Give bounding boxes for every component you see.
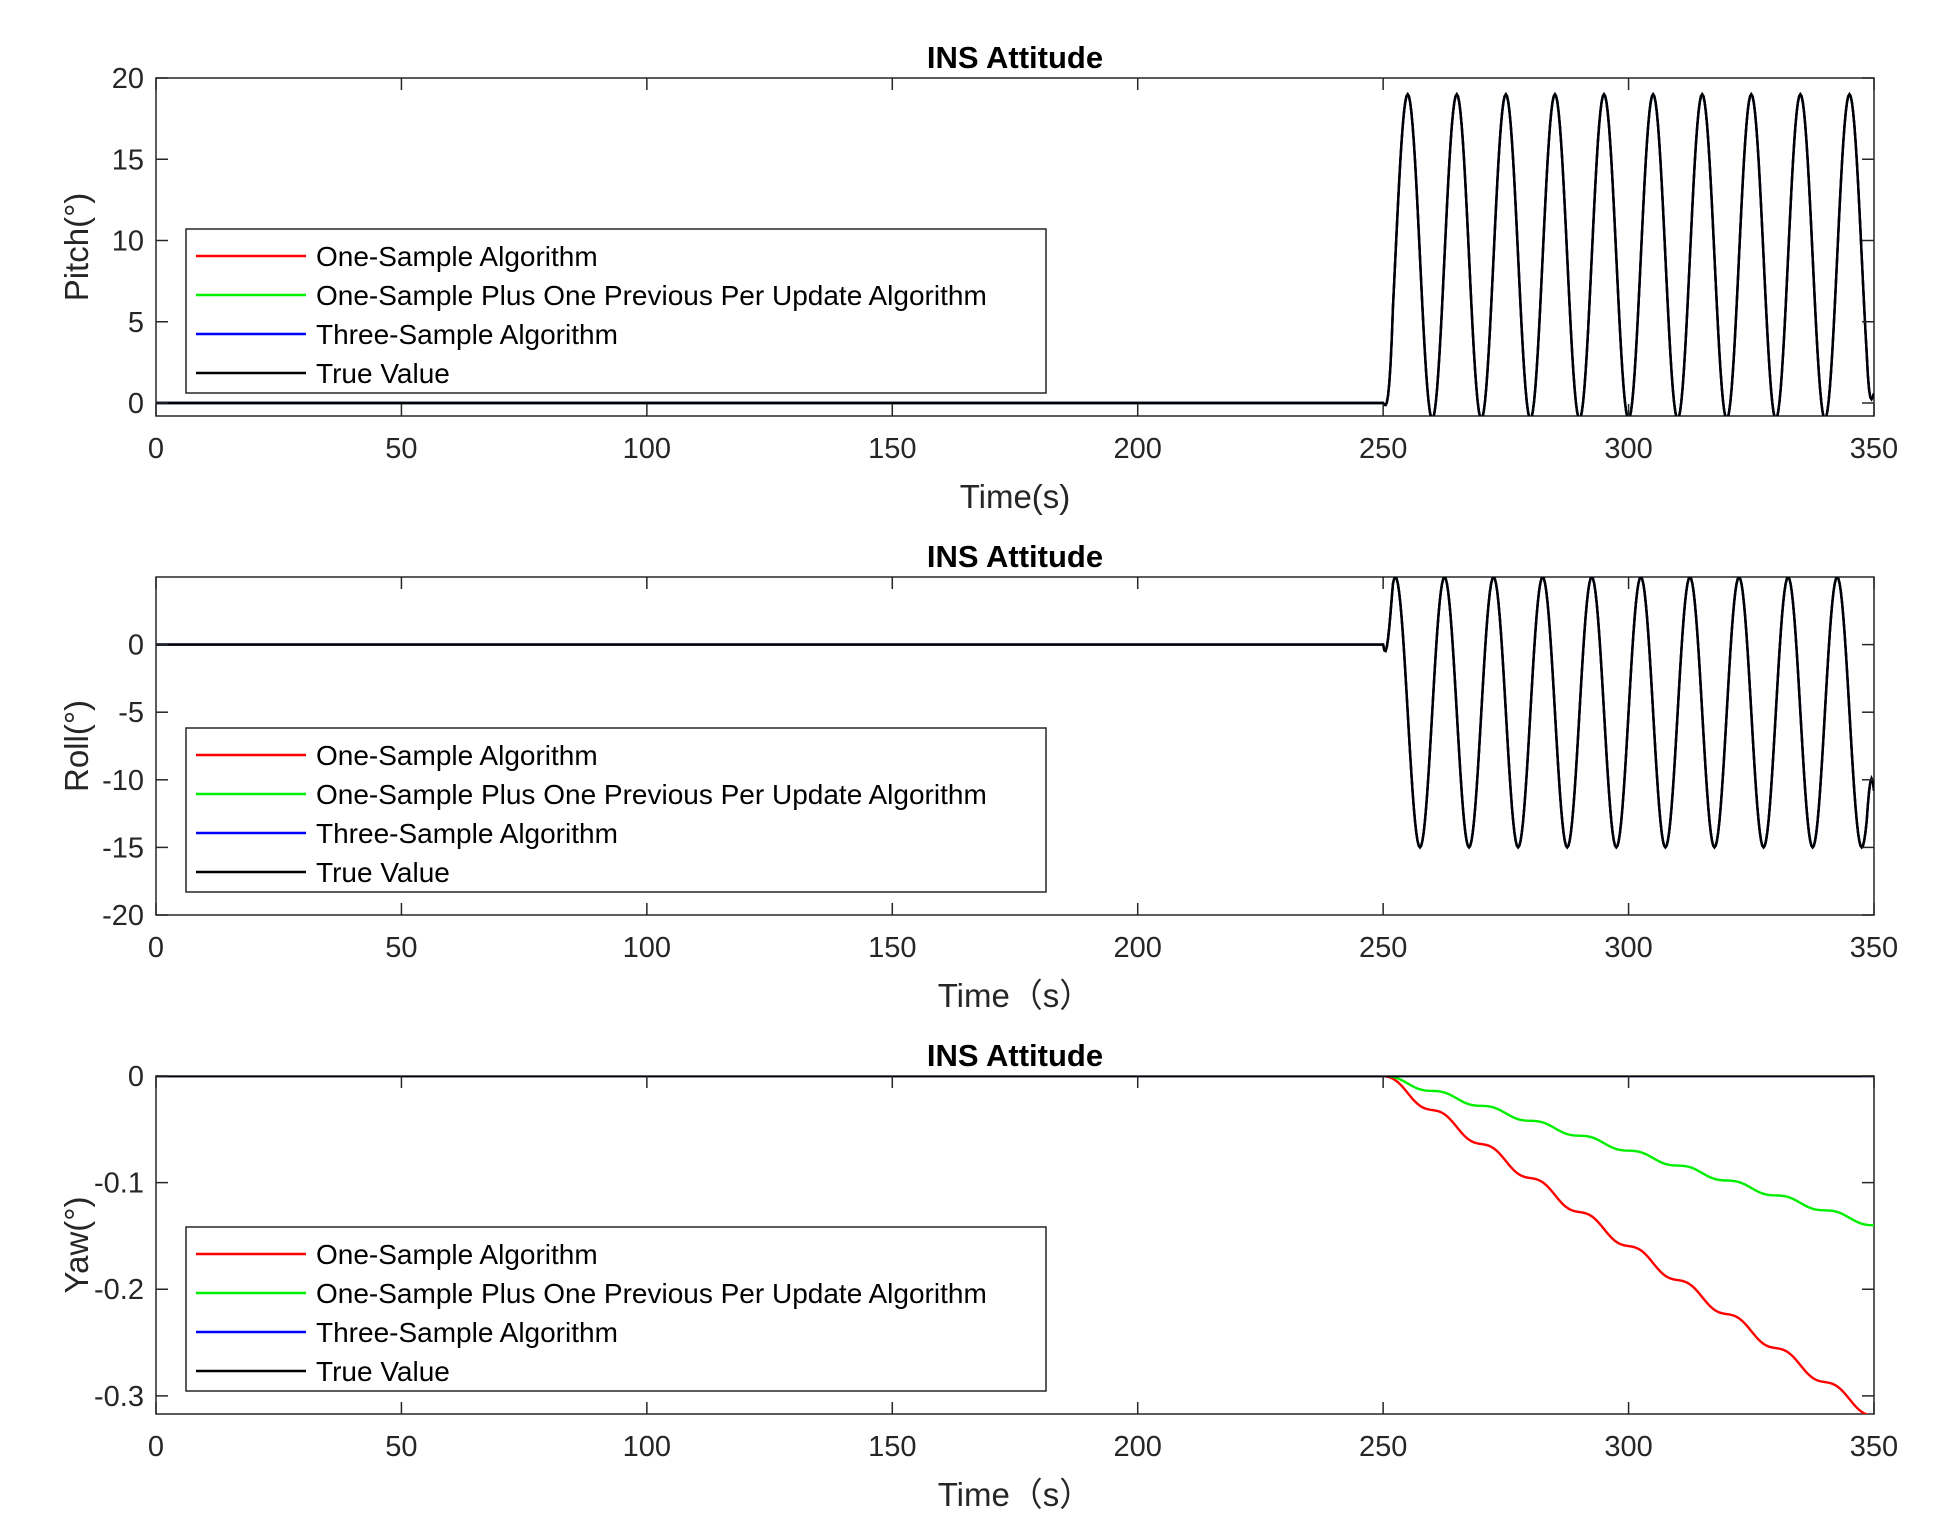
legend-box <box>185 727 1047 893</box>
x-tick-label: 0 <box>148 433 164 465</box>
chart-panel-2: 0 50 100 150 200 250 300 350 0 -5 -10 -15 -20 INS Att… <box>58 539 1898 1014</box>
y-tick-label: 0 <box>128 388 144 420</box>
x-axis-label: Time（s） <box>938 977 1093 1014</box>
x-axis: 0 50 100 150 200 250 300 350 <box>148 78 1898 465</box>
x-axis-label: Time(s) <box>960 478 1071 515</box>
y-tick-label: 0 <box>128 1061 144 1093</box>
y-tick-label: 10 <box>112 226 144 258</box>
x-tick-label: 150 <box>868 932 916 964</box>
x-tick-label: 0 <box>148 1431 164 1463</box>
series-line <box>156 1076 1874 1227</box>
x-tick-label: 300 <box>1604 1431 1652 1463</box>
x-tick-label: 100 <box>623 433 671 465</box>
y-axis-label: Pitch(°) <box>58 193 95 302</box>
y-tick-label: 5 <box>128 307 144 339</box>
legend-entry: One-Sample Algorithm <box>316 241 598 272</box>
y-axis: 0 -0.1 -0.2 -0.3 <box>94 1061 1874 1413</box>
x-tick-label: 200 <box>1114 932 1162 964</box>
series-lines <box>156 1076 1874 1414</box>
legend-entry: Three-Sample Algorithm <box>316 319 618 350</box>
chart-panel-3: 0 50 100 150 200 250 300 350 0 -0.1 -0.2 -0.3 INS At… <box>58 1038 1898 1513</box>
x-tick-label: 250 <box>1359 932 1407 964</box>
x-tick-label: 0 <box>148 932 164 964</box>
x-tick-label: 100 <box>623 932 671 964</box>
legend: One-Sample Algorithm One-Sample Plus One … <box>185 1226 1047 1392</box>
y-axis-label: Roll(°) <box>58 700 95 792</box>
series-line <box>156 577 1874 850</box>
x-tick-label: 150 <box>868 433 916 465</box>
chart-panel-1: 0 50 100 150 200 250 300 350 0 5 10 15 20 INS Attitud… <box>58 40 1898 515</box>
y-tick-label: -0.3 <box>94 1381 144 1413</box>
series-lines <box>156 577 1874 850</box>
chart-title: INS Attitude <box>927 40 1103 75</box>
legend-entry: One-Sample Algorithm <box>316 1239 598 1270</box>
x-tick-label: 350 <box>1850 1431 1898 1463</box>
x-tick-label: 200 <box>1114 1431 1162 1463</box>
legend-box <box>185 228 1047 394</box>
y-tick-label: -0.1 <box>94 1168 144 1200</box>
x-tick-label: 350 <box>1850 932 1898 964</box>
legend: One-Sample Algorithm One-Sample Plus One … <box>185 727 1047 893</box>
legend-box <box>185 1226 1047 1392</box>
x-axis: 0 50 100 150 200 250 300 350 <box>148 1076 1898 1463</box>
x-tick-label: 100 <box>623 1431 671 1463</box>
x-tick-label: 350 <box>1850 433 1898 465</box>
x-tick-label: 300 <box>1604 932 1652 964</box>
series-line <box>156 1076 1870 1414</box>
x-tick-label: 50 <box>385 932 417 964</box>
series-lines <box>156 91 1874 416</box>
legend: One-Sample Algorithm One-Sample Plus One … <box>185 228 1047 394</box>
x-tick-label: 300 <box>1604 433 1652 465</box>
x-tick-label: 50 <box>385 1431 417 1463</box>
y-tick-label: -20 <box>102 900 144 932</box>
y-tick-label: -15 <box>102 832 144 864</box>
x-tick-label: 150 <box>868 1431 916 1463</box>
x-tick-label: 250 <box>1359 433 1407 465</box>
y-tick-label: 20 <box>112 63 144 95</box>
x-axis-label: Time（s） <box>938 1476 1093 1513</box>
legend-entry: True Value <box>316 358 450 389</box>
y-tick-label: 0 <box>128 630 144 662</box>
x-axis: 0 50 100 150 200 250 300 350 <box>148 577 1898 964</box>
x-tick-label: 50 <box>385 433 417 465</box>
legend-entry: One-Sample Plus One Previous Per Update … <box>316 779 987 810</box>
legend-entry: One-Sample Plus One Previous Per Update … <box>316 1278 987 1309</box>
y-tick-label: -0.2 <box>94 1274 144 1306</box>
legend-entry: True Value <box>316 1356 450 1387</box>
legend-entry: Three-Sample Algorithm <box>316 1317 618 1348</box>
chart-title: INS Attitude <box>927 539 1103 574</box>
y-axis: 0 5 10 15 20 <box>112 63 1874 420</box>
y-axis-label: Yaw(°) <box>58 1197 95 1294</box>
legend-entry: One-Sample Algorithm <box>316 740 598 771</box>
y-axis: 0 -5 -10 -15 -20 <box>102 630 1874 932</box>
y-tick-label: -10 <box>102 765 144 797</box>
x-tick-label: 200 <box>1114 433 1162 465</box>
legend-entry: One-Sample Plus One Previous Per Update … <box>316 280 987 311</box>
legend-entry: Three-Sample Algorithm <box>316 818 618 849</box>
chart-title: INS Attitude <box>927 1038 1103 1073</box>
y-tick-label: -5 <box>118 697 144 729</box>
series-line <box>156 91 1874 416</box>
x-tick-label: 250 <box>1359 1431 1407 1463</box>
legend-entry: True Value <box>316 857 450 888</box>
y-tick-label: 15 <box>112 144 144 176</box>
